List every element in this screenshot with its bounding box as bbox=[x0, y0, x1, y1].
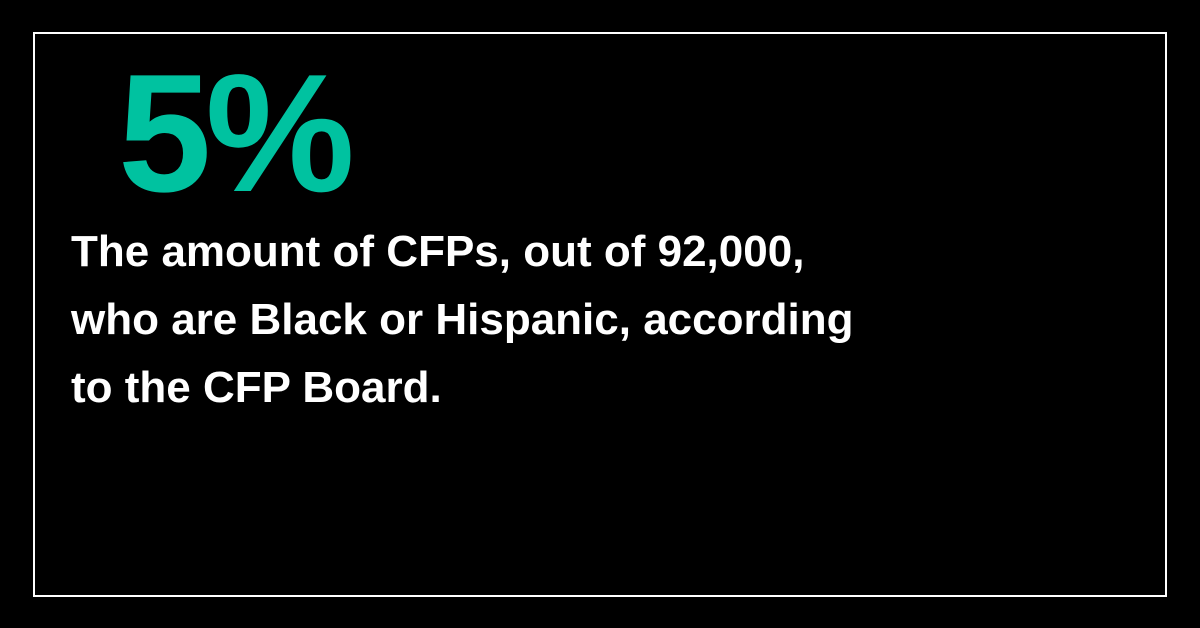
card-frame-border bbox=[33, 32, 1167, 597]
stat-value: 5% bbox=[118, 39, 355, 227]
stat-caption-line-3: to the CFP Board. bbox=[71, 363, 442, 412]
stat-caption-line-2: who are Black or Hispanic, according bbox=[71, 295, 854, 344]
stat-caption-line-1: The amount of CFPs, out of 92,000, bbox=[71, 227, 805, 276]
stat-caption: The amount of CFPs, out of 92,000, who a… bbox=[71, 218, 1031, 422]
